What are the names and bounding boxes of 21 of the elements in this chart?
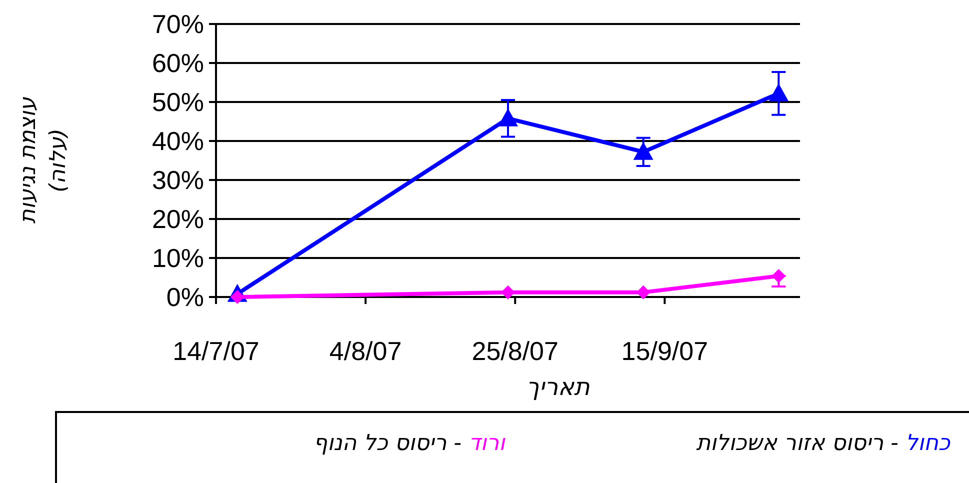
x-tick-label: 25/8/07	[472, 336, 558, 366]
y-tick-label: 70%	[152, 9, 204, 39]
x-tick-label: 4/8/07	[329, 336, 402, 366]
y-tick-label: 50%	[152, 87, 204, 117]
point	[498, 108, 518, 126]
y-tick-label: 20%	[152, 204, 204, 234]
x-axis-title: תאריך	[526, 373, 590, 401]
point	[633, 142, 654, 160]
x-tick-label: 15/9/07	[621, 336, 708, 366]
y-tick-label: 40%	[152, 126, 204, 156]
point	[501, 285, 515, 300]
point	[636, 285, 650, 300]
point	[772, 268, 786, 283]
point	[768, 83, 789, 102]
y-tick-label: 0%	[166, 282, 204, 312]
legend: כחול - ריסוס אזור אשכולות ורוד - ריסוס כל הנוף	[55, 411, 969, 483]
y-tick-label: 60%	[152, 48, 204, 78]
x-tick-label: 14/7/07	[172, 336, 260, 366]
y-tick-label: 30%	[152, 165, 204, 195]
y-axis-title: עוצמת נגיעות (עלוה)	[16, 96, 71, 224]
y-tick-label: 10%	[152, 243, 204, 273]
